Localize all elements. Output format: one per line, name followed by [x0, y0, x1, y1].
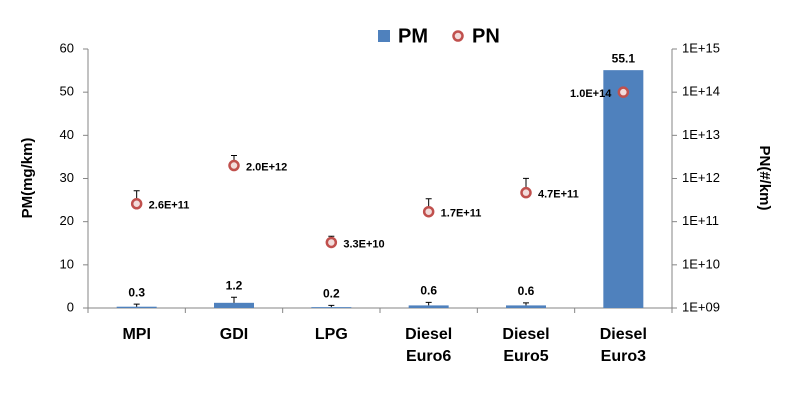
data-label: 3.3E+10: [343, 238, 384, 250]
marker: [520, 186, 532, 199]
marker: [130, 198, 143, 210]
bar: [506, 305, 546, 308]
bar: [603, 70, 644, 308]
data-label: 1.0E+14: [570, 88, 612, 100]
y-tick-label: 50: [60, 84, 74, 99]
marker: [617, 86, 630, 98]
y-axis-label: PM(mg/km): [19, 138, 36, 219]
data-label: 55.1: [612, 51, 636, 65]
data-label: 0.6: [420, 284, 437, 298]
legend-swatch: [452, 30, 464, 42]
data-label: 4.7E+11: [538, 189, 579, 201]
error-bar: [231, 296, 237, 303]
y2-tick-label: 1E+10: [682, 256, 720, 271]
x-tick-label: GDI: [220, 326, 248, 343]
marker: [422, 205, 435, 218]
x-tick-label: MPI: [122, 326, 150, 343]
y2-tick-label: 1E+15: [682, 40, 720, 55]
y-tick-label: 0: [67, 299, 74, 314]
marker: [228, 159, 240, 172]
y2-tick-label: 1E+11: [682, 213, 719, 228]
data-label: 1.2: [226, 278, 243, 292]
y2-tick-label: 1E+13: [682, 127, 720, 142]
error-bar: [425, 301, 432, 306]
error-bar: [328, 304, 335, 308]
y-tick-label: 40: [60, 127, 74, 142]
y-tick-label: 20: [60, 213, 74, 228]
legend-label: PM: [398, 25, 428, 47]
data-label: 0.3: [128, 285, 145, 299]
bar: [311, 307, 352, 308]
y-tick-label: 30: [60, 170, 74, 185]
error-bar: [523, 302, 529, 306]
data-label: 2.0E+12: [246, 161, 287, 173]
data-label: 2.6E+11: [149, 200, 190, 212]
x-tick-label: LPG: [315, 326, 348, 343]
data-label: 0.2: [323, 287, 340, 301]
y-tick-label: 60: [60, 40, 74, 55]
bar: [116, 306, 157, 308]
data-label: 1.7E+11: [441, 208, 482, 220]
legend-swatch: [378, 30, 390, 42]
legend-label: PN: [472, 25, 500, 47]
bar: [214, 302, 254, 308]
x-tick-label: Diesel Euro3: [600, 326, 647, 365]
bar: [408, 305, 449, 308]
y2-tick-label: 1E+12: [682, 170, 720, 185]
y2-axis-label: PN(#/km): [756, 145, 773, 210]
error-bar: [133, 303, 140, 307]
y-tick-label: 10: [60, 256, 74, 271]
y2-tick-label: 1E+14: [682, 84, 720, 99]
x-tick-label: Diesel Euro6: [405, 326, 452, 365]
marker: [325, 236, 338, 249]
y2-tick-label: 1E+09: [682, 299, 720, 314]
data-label: 0.6: [518, 284, 535, 298]
x-tick-label: Diesel Euro5: [502, 326, 549, 365]
